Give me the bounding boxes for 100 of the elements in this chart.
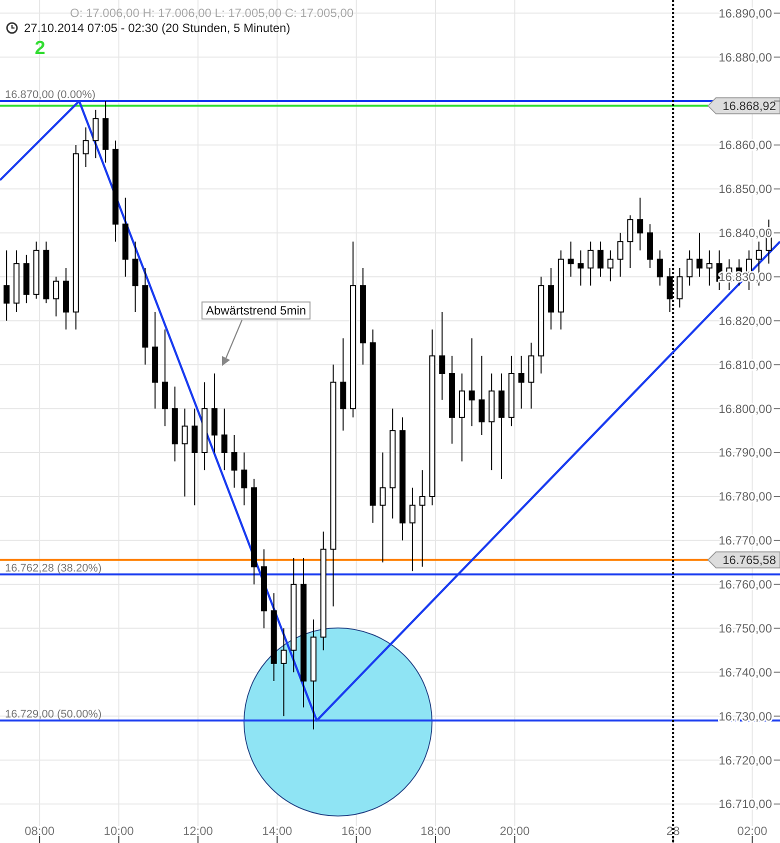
y-tick-label: 16.860,00 [718, 138, 772, 152]
candlestick [211, 372, 218, 454]
candlestick [439, 311, 446, 400]
candlestick [617, 232, 624, 278]
ref-line-label: 16.762,28 (38.20%) [5, 562, 102, 574]
line-series [0, 100, 780, 722]
candlestick [558, 250, 564, 330]
y-tick-label: 16.790,00 [718, 446, 772, 460]
x-tick-label: 08:00 [24, 824, 55, 838]
y-tick-label: 16.750,00 [718, 621, 772, 636]
candlestick [370, 329, 376, 524]
candlestick [706, 250, 712, 286]
candlestick [4, 250, 10, 322]
candlestick [202, 382, 208, 471]
x-tick-label: 18:00 [420, 824, 451, 838]
y-tick-label: 16.780,00 [718, 490, 772, 504]
y-tick-label: 16.710,00 [718, 797, 772, 812]
candlestick [33, 241, 40, 300]
candlestick [320, 531, 326, 651]
candlestick [696, 232, 702, 278]
y-tick-label: 16.800,00 [718, 402, 772, 416]
x-tick-label: 20:00 [500, 824, 530, 838]
candlestick [647, 224, 653, 269]
y-tick-label: 16.890,00 [718, 6, 772, 20]
candlestick [518, 355, 524, 410]
x-tick-label: 12:00 [182, 824, 214, 838]
x-tick-label: 16:00 [341, 824, 372, 838]
candlestick [390, 408, 396, 519]
text: 27.10.2014 07:05 - 02:30 (20 Stunden, 5 Minuten) [24, 21, 290, 36]
ref-line-label: 16.765,58 [722, 553, 776, 568]
candlestick [290, 557, 297, 673]
candlestick [508, 355, 514, 427]
candlestick [142, 268, 148, 366]
y-tick-label: 16.880,00 [718, 50, 772, 64]
x-tick-label: 28 [666, 824, 680, 838]
annotation: 2 [34, 38, 46, 59]
candlestick [429, 329, 436, 506]
candlestick [251, 478, 258, 585]
candlestick [260, 548, 267, 629]
candlestick [112, 140, 118, 242]
candlestick [488, 372, 495, 471]
candlestick [380, 452, 386, 563]
annotation: Abwärtstrend 5min [206, 304, 306, 318]
candlestick [686, 250, 693, 286]
ref-line-label: 16.868,92 [722, 99, 776, 113]
candlestick [538, 276, 544, 374]
candlestick [92, 109, 99, 159]
candlestick [82, 126, 89, 168]
candlestick [62, 268, 69, 330]
x-tick-label: 10:00 [104, 824, 134, 838]
y-tick-label: 16.810,00 [718, 358, 772, 372]
candlestick [676, 268, 683, 308]
y-tick-label: 16.740,00 [718, 665, 772, 680]
candlestick [607, 250, 614, 282]
candlestick [241, 452, 248, 506]
candlestick [102, 100, 109, 164]
y-tick-label: 16.770,00 [718, 534, 772, 548]
candlestick [449, 355, 456, 444]
candlestick [13, 250, 20, 312]
candlestick [192, 408, 198, 506]
candlestick [231, 434, 238, 488]
candlestick [498, 372, 505, 480]
candlestick [598, 241, 604, 278]
x-tick-label: 14:00 [262, 824, 292, 838]
candlestick [419, 470, 426, 568]
y-tick-label: 16.720,00 [718, 753, 772, 768]
candlestick [588, 241, 594, 286]
candlestick [162, 329, 168, 427]
candlestick [458, 372, 465, 462]
candlestick [350, 241, 356, 418]
candlestick [280, 628, 287, 717]
candlestick [221, 408, 228, 471]
candlestick [578, 250, 584, 286]
candlestick [182, 408, 188, 497]
candlestick [528, 342, 534, 410]
ref-line-label: 16.729,00 (50.00%) [5, 708, 102, 721]
candlestick [568, 241, 574, 278]
candlestick [72, 144, 79, 330]
candlestick [270, 592, 277, 682]
candlestick [330, 364, 336, 607]
candlestick [300, 557, 307, 708]
candlestick [122, 197, 128, 278]
candlestick [637, 197, 644, 251]
y-tick-label: 16.820,00 [718, 314, 772, 328]
x-tick-label: 02:00 [737, 824, 768, 838]
candlestick [468, 338, 475, 427]
candlestick [478, 355, 485, 436]
candlestick [400, 416, 406, 541]
y-tick-label: 16.850,00 [718, 182, 772, 196]
ref-line-label: 16.870,00 (0.00%) [5, 89, 96, 102]
candlestick [310, 619, 316, 730]
candlestick [172, 386, 178, 462]
candlestick [152, 311, 158, 410]
candlestick [656, 250, 663, 286]
candlestick [409, 487, 416, 572]
candlestick [23, 254, 30, 304]
candlestick [548, 268, 554, 330]
text: O: 17.006,00 H: 17.006,00 L: 17.005,00 C: 17.005,00 [70, 6, 354, 20]
candlestick [627, 214, 634, 269]
candlestick [360, 268, 366, 366]
